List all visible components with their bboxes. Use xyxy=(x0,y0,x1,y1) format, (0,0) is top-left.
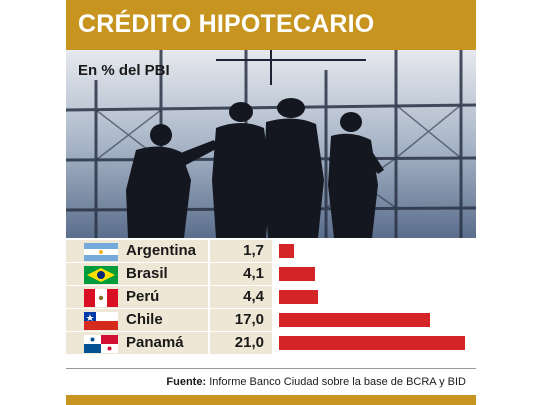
bar xyxy=(279,290,318,304)
country-label: Argentina xyxy=(126,242,197,259)
value-label: 4,1 xyxy=(243,265,264,282)
construction-photo: En % del PBI xyxy=(66,50,476,238)
value-cell: 21,0 xyxy=(210,332,272,355)
table-row: Chile 17,0 xyxy=(66,309,476,332)
source-text: Informe Banco Ciudad sobre la base de BC… xyxy=(209,376,466,388)
value-cell: 1,7 xyxy=(210,240,272,263)
construction-workers-silhouette-photo xyxy=(66,50,476,238)
chart-subtitle: En % del PBI xyxy=(78,62,170,79)
infographic-panel: CRÉDITO HIPOTECARIO xyxy=(66,0,476,405)
country-label: Perú xyxy=(126,288,160,305)
panama-flag-icon xyxy=(84,335,118,353)
table-row: Perú 4,4 xyxy=(66,286,476,309)
footer-bar xyxy=(66,395,476,405)
country-label: Chile xyxy=(126,311,163,328)
country-cell: Chile xyxy=(66,309,208,332)
country-cell: Perú xyxy=(66,286,208,309)
value-label: 4,4 xyxy=(243,288,264,305)
header-bar: CRÉDITO HIPOTECARIO xyxy=(66,0,476,50)
country-cell: Brasil xyxy=(66,263,208,286)
value-cell: 4,4 xyxy=(210,286,272,309)
bar xyxy=(279,336,465,350)
country-cell: Panamá xyxy=(66,332,208,355)
table-row: Brasil 4,1 xyxy=(66,263,476,286)
value-label: 21,0 xyxy=(234,334,264,351)
country-label: Panamá xyxy=(126,334,184,351)
source-label: Fuente: xyxy=(166,376,207,388)
value-label: 17,0 xyxy=(234,311,264,328)
peru-flag-icon xyxy=(84,289,118,307)
data-table: Argentina 1,7 Brasil 4,1 xyxy=(66,240,476,356)
brazil-flag-icon xyxy=(84,266,118,284)
value-label: 1,7 xyxy=(243,242,264,259)
bar xyxy=(279,267,316,281)
bar xyxy=(279,244,295,258)
source-note: Fuente: Informe Banco Ciudad sobre la ba… xyxy=(166,376,466,388)
country-cell: Argentina xyxy=(66,240,208,263)
argentina-flag-icon xyxy=(84,243,118,261)
value-cell: 4,1 xyxy=(210,263,272,286)
table-row: Argentina 1,7 xyxy=(66,240,476,263)
chile-flag-icon xyxy=(84,312,118,330)
country-label: Brasil xyxy=(126,265,168,282)
bar xyxy=(279,313,430,327)
value-cell: 17,0 xyxy=(210,309,272,332)
divider xyxy=(66,368,476,369)
chart-title: CRÉDITO HIPOTECARIO xyxy=(78,10,375,38)
table-row: Panamá 21,0 xyxy=(66,332,476,355)
